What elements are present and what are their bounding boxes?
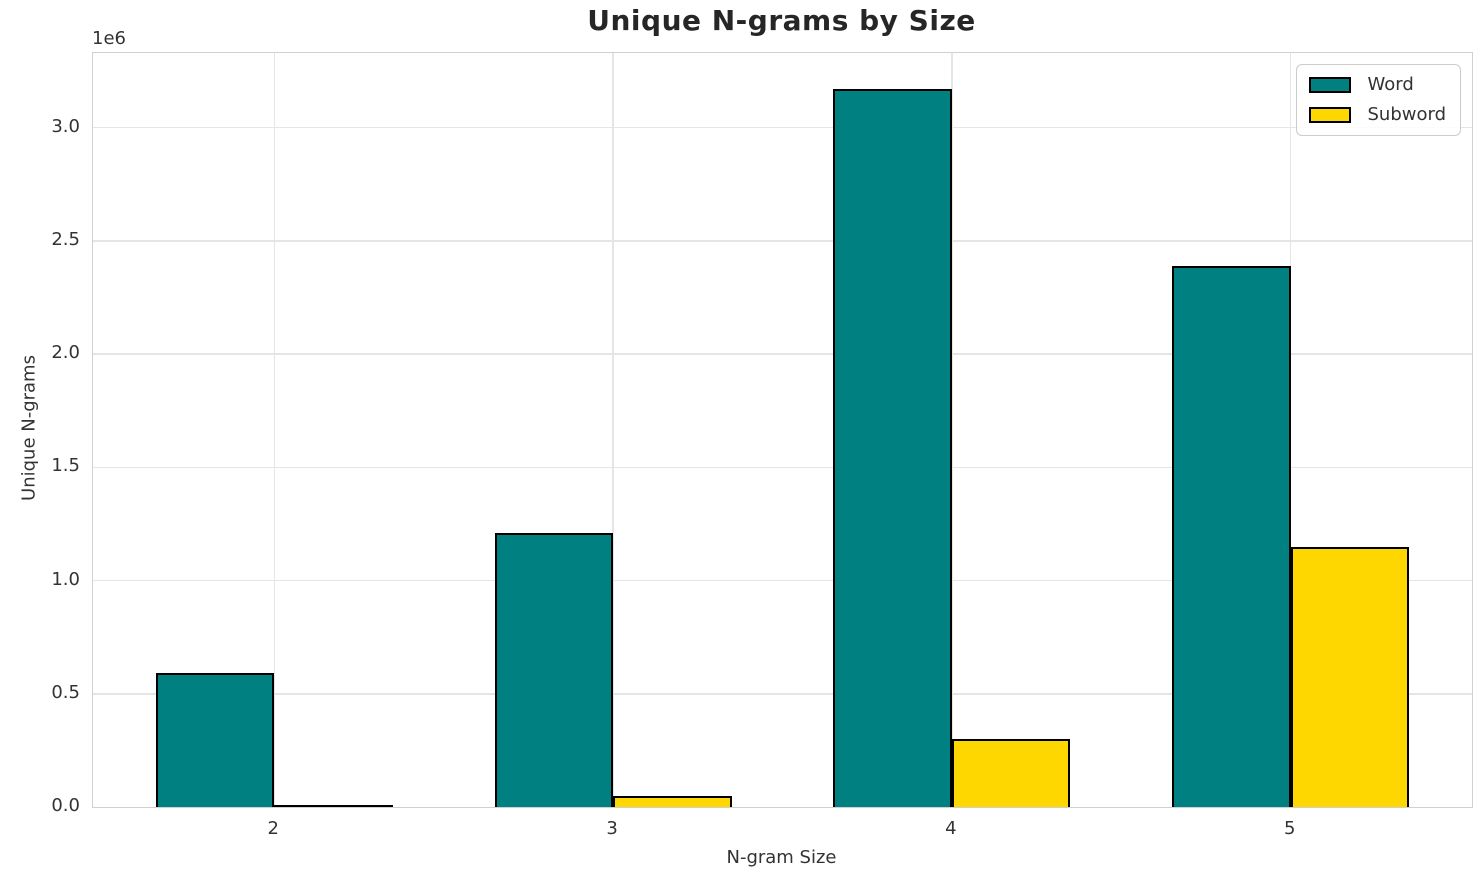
y-tick-label: 3.0	[51, 115, 80, 137]
bar-subword-5	[1290, 546, 1410, 807]
y-tick-label: 0.5	[51, 681, 80, 703]
gridline-horizontal	[93, 693, 1472, 695]
x-axis-label: N-gram Size	[726, 847, 837, 868]
y-tick-label: 2.0	[51, 342, 80, 364]
y-tick-label: 1.5	[51, 455, 80, 477]
gridline-horizontal	[93, 466, 1472, 469]
legend-swatch-word	[1309, 77, 1352, 93]
legend-item: Subword	[1309, 105, 1446, 125]
legend-swatch-subword	[1309, 107, 1352, 123]
gridline-vertical	[1289, 53, 1292, 807]
y-tick-label: 2.5	[51, 228, 80, 250]
gridline-vertical	[612, 53, 614, 807]
bar-word-2	[155, 673, 275, 807]
bar-word-3	[494, 533, 614, 807]
bar-word-5	[1172, 265, 1291, 807]
gridline-vertical	[951, 53, 953, 807]
x-tick-label: 2	[267, 818, 279, 839]
chart-title: Unique N-grams by Size	[587, 4, 976, 37]
y-tick-label: 0.0	[51, 795, 80, 816]
bar-word-4	[833, 89, 952, 807]
bar-subword-3	[613, 796, 732, 807]
y-axis-label: Unique N-grams	[18, 355, 40, 501]
gridline-vertical	[273, 53, 276, 807]
bar-subword-2	[274, 805, 393, 807]
gridline-horizontal	[93, 353, 1472, 355]
legend-label: Word	[1367, 74, 1414, 95]
bar-subword-4	[951, 739, 1071, 807]
y-axis-offset-text: 1e6	[92, 28, 126, 49]
gridline-horizontal	[93, 126, 1472, 129]
x-tick-label: 5	[1283, 818, 1296, 839]
gridline-horizontal	[93, 240, 1472, 242]
gridline-horizontal	[93, 579, 1472, 582]
legend-item: Word	[1309, 75, 1446, 95]
legend: Word Subword	[1296, 64, 1461, 136]
plot-area: Word Subword	[92, 52, 1473, 808]
legend-label: Subword	[1367, 104, 1446, 125]
x-tick-label: 3	[606, 818, 618, 839]
y-tick-label: 1.0	[51, 568, 80, 590]
x-tick-label: 4	[945, 818, 957, 839]
